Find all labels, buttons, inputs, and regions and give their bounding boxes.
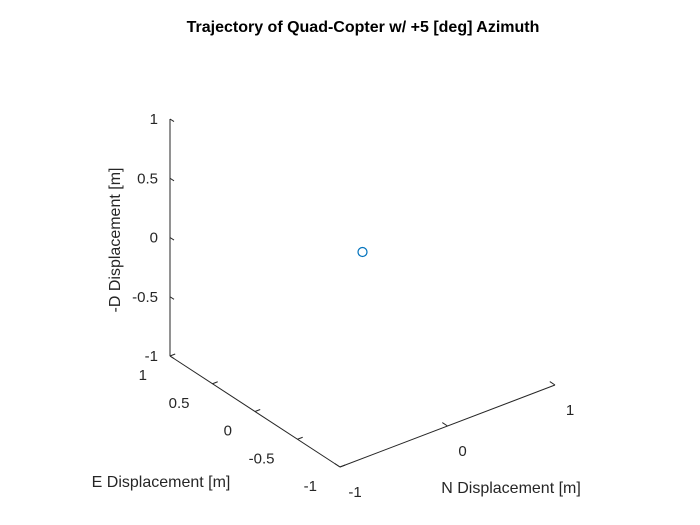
y-tick-mark (169, 353, 176, 357)
chart-title: Trajectory of Quad-Copter w/ +5 [deg] Az… (187, 19, 540, 36)
y-tick-label: 0.5 (169, 395, 190, 412)
y-axis-label: E Displacement [m] (92, 474, 231, 491)
x-axis-label: N Displacement [m] (441, 480, 581, 497)
z-axis-label: -D Displacement [m] (107, 168, 124, 313)
x-tick-mark (334, 463, 341, 468)
z-tick-mark (169, 296, 175, 300)
x-tick-label: 1 (566, 402, 574, 419)
z-tick-label: -1 (145, 348, 158, 365)
z-tick-mark (169, 355, 175, 360)
y-tick-mark (297, 436, 303, 440)
z-tick-label: 0 (150, 230, 158, 247)
y-tick-label: 0 (224, 423, 232, 440)
y-tick-mark (212, 381, 218, 385)
x-tick-mark (549, 381, 556, 386)
axes (169, 119, 556, 468)
y-tick-label: 1 (139, 367, 147, 384)
x-tick-label: -1 (348, 484, 361, 501)
data-points (357, 246, 368, 258)
z-tick-mark (169, 177, 175, 182)
z-tick-label: -0.5 (132, 289, 158, 306)
ticks: -1 -0.5 0 0.5 1 -1 -0.5 0 0.5 1 -1 0 1 (132, 111, 574, 501)
data-point (357, 246, 368, 258)
z-tick-mark (169, 118, 175, 123)
y-tick-mark (254, 409, 261, 412)
x-tick-mark (442, 422, 448, 427)
z-tick-mark (169, 237, 175, 241)
y-tick-mark (339, 464, 346, 468)
x-tick-label: 0 (458, 443, 466, 460)
z-tick-label: 0.5 (137, 170, 158, 187)
y-tick-label: -0.5 (249, 450, 275, 467)
y-tick-label: -1 (304, 478, 317, 495)
z-tick-label: 1 (150, 111, 158, 128)
